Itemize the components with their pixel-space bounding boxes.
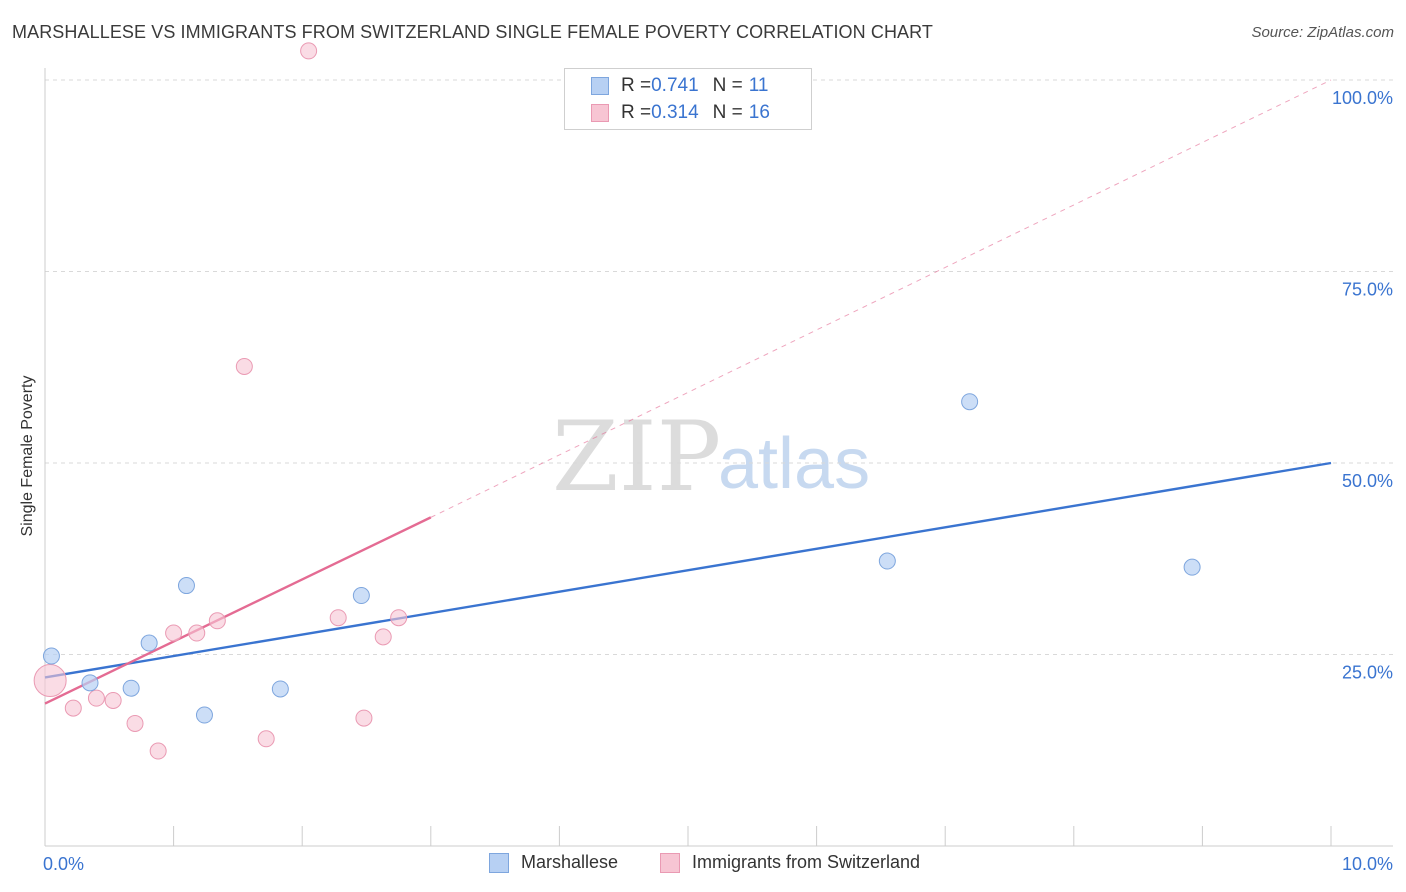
data-point-switzerland: [374, 628, 392, 646]
series-legend: Marshallese Immigrants from Switzerland: [0, 852, 1406, 876]
watermark-zip: ZIP: [552, 401, 721, 513]
axes: [44, 68, 1393, 847]
source-label: Source: ZipAtlas.com: [1251, 24, 1394, 41]
data-point-marshallese: [878, 552, 896, 570]
legend-row-marshallese: R = 0.741 N = 11: [591, 75, 769, 97]
data-point-switzerland: [235, 357, 253, 375]
data-point-marshallese: [42, 647, 60, 665]
x-tick-label: 0.0%: [43, 854, 84, 874]
legend-item-switzerland: Immigrants from Switzerland: [660, 852, 920, 873]
y-tick-label: 100.0%: [1332, 88, 1393, 108]
data-point-switzerland: [355, 709, 373, 727]
data-point-marshallese: [195, 706, 213, 724]
data-point-marshallese: [81, 674, 99, 692]
n-value: 11: [748, 75, 769, 96]
data-point-switzerland: [329, 609, 347, 627]
legend-label-marshallese: Marshallese: [521, 852, 619, 872]
grid-lines: [45, 79, 1393, 655]
y-tick-label: 25.0%: [1342, 663, 1393, 683]
x-tick-label: 10.0%: [1342, 854, 1393, 874]
data-point-switzerland: [165, 624, 183, 642]
data-point-switzerland: [33, 664, 67, 698]
correlation-legend: R = 0.741 N = 11 R = 0.314 N = 16: [564, 68, 812, 130]
data-point-switzerland: [188, 624, 206, 642]
n-value: 16: [748, 102, 770, 123]
legend-swatch-pink: [660, 852, 680, 873]
r-label: R =: [621, 75, 652, 96]
watermark-atlas: atlas: [718, 424, 870, 504]
y-tick-label: 50.0%: [1342, 471, 1393, 491]
y-tick-label: 75.0%: [1342, 280, 1393, 300]
trend-line-marshallese: [44, 461, 1332, 679]
data-point-marshallese: [352, 587, 370, 605]
data-point-marshallese: [1183, 558, 1201, 576]
data-point-switzerland: [390, 609, 408, 627]
trend-line-switzerland: [44, 516, 432, 705]
legend-swatch-blue: [591, 77, 609, 95]
data-points: [33, 42, 1201, 760]
data-point-switzerland: [104, 691, 122, 709]
data-point-switzerland: [208, 612, 226, 630]
n-label: N =: [712, 75, 743, 96]
legend-label-switzerland: Immigrants from Switzerland: [692, 852, 921, 872]
data-point-switzerland: [257, 730, 275, 748]
r-value: 0.741: [651, 75, 699, 96]
data-point-marshallese: [961, 393, 979, 411]
r-value: 0.314: [651, 102, 699, 123]
trend-lines: [44, 79, 1332, 705]
data-point-switzerland: [126, 714, 144, 732]
data-point-marshallese: [271, 680, 289, 698]
chart-title: MARSHALLESE VS IMMIGRANTS FROM SWITZERLA…: [12, 22, 934, 42]
data-point-switzerland: [87, 689, 105, 707]
n-label: N =: [712, 102, 743, 123]
trend-extension-switzerland: [430, 79, 1332, 518]
data-point-marshallese: [140, 634, 158, 652]
legend-swatch-pink: [591, 104, 609, 122]
watermark: ZIP atlas: [552, 401, 870, 513]
tick-labels: 25.0% 50.0% 75.0% 100.0% 0.0% 10.0%: [43, 88, 1393, 874]
legend-swatch-blue: [489, 852, 509, 873]
data-point-marshallese: [177, 577, 195, 595]
data-point-switzerland: [149, 742, 167, 760]
data-point-marshallese: [122, 679, 140, 697]
r-label: R =: [621, 102, 652, 123]
legend-row-switzerland: R = 0.314 N = 16: [591, 102, 770, 124]
data-point-switzerland: [64, 699, 82, 717]
data-point-switzerland: [300, 42, 318, 60]
legend-item-marshallese: Marshallese: [489, 852, 618, 873]
